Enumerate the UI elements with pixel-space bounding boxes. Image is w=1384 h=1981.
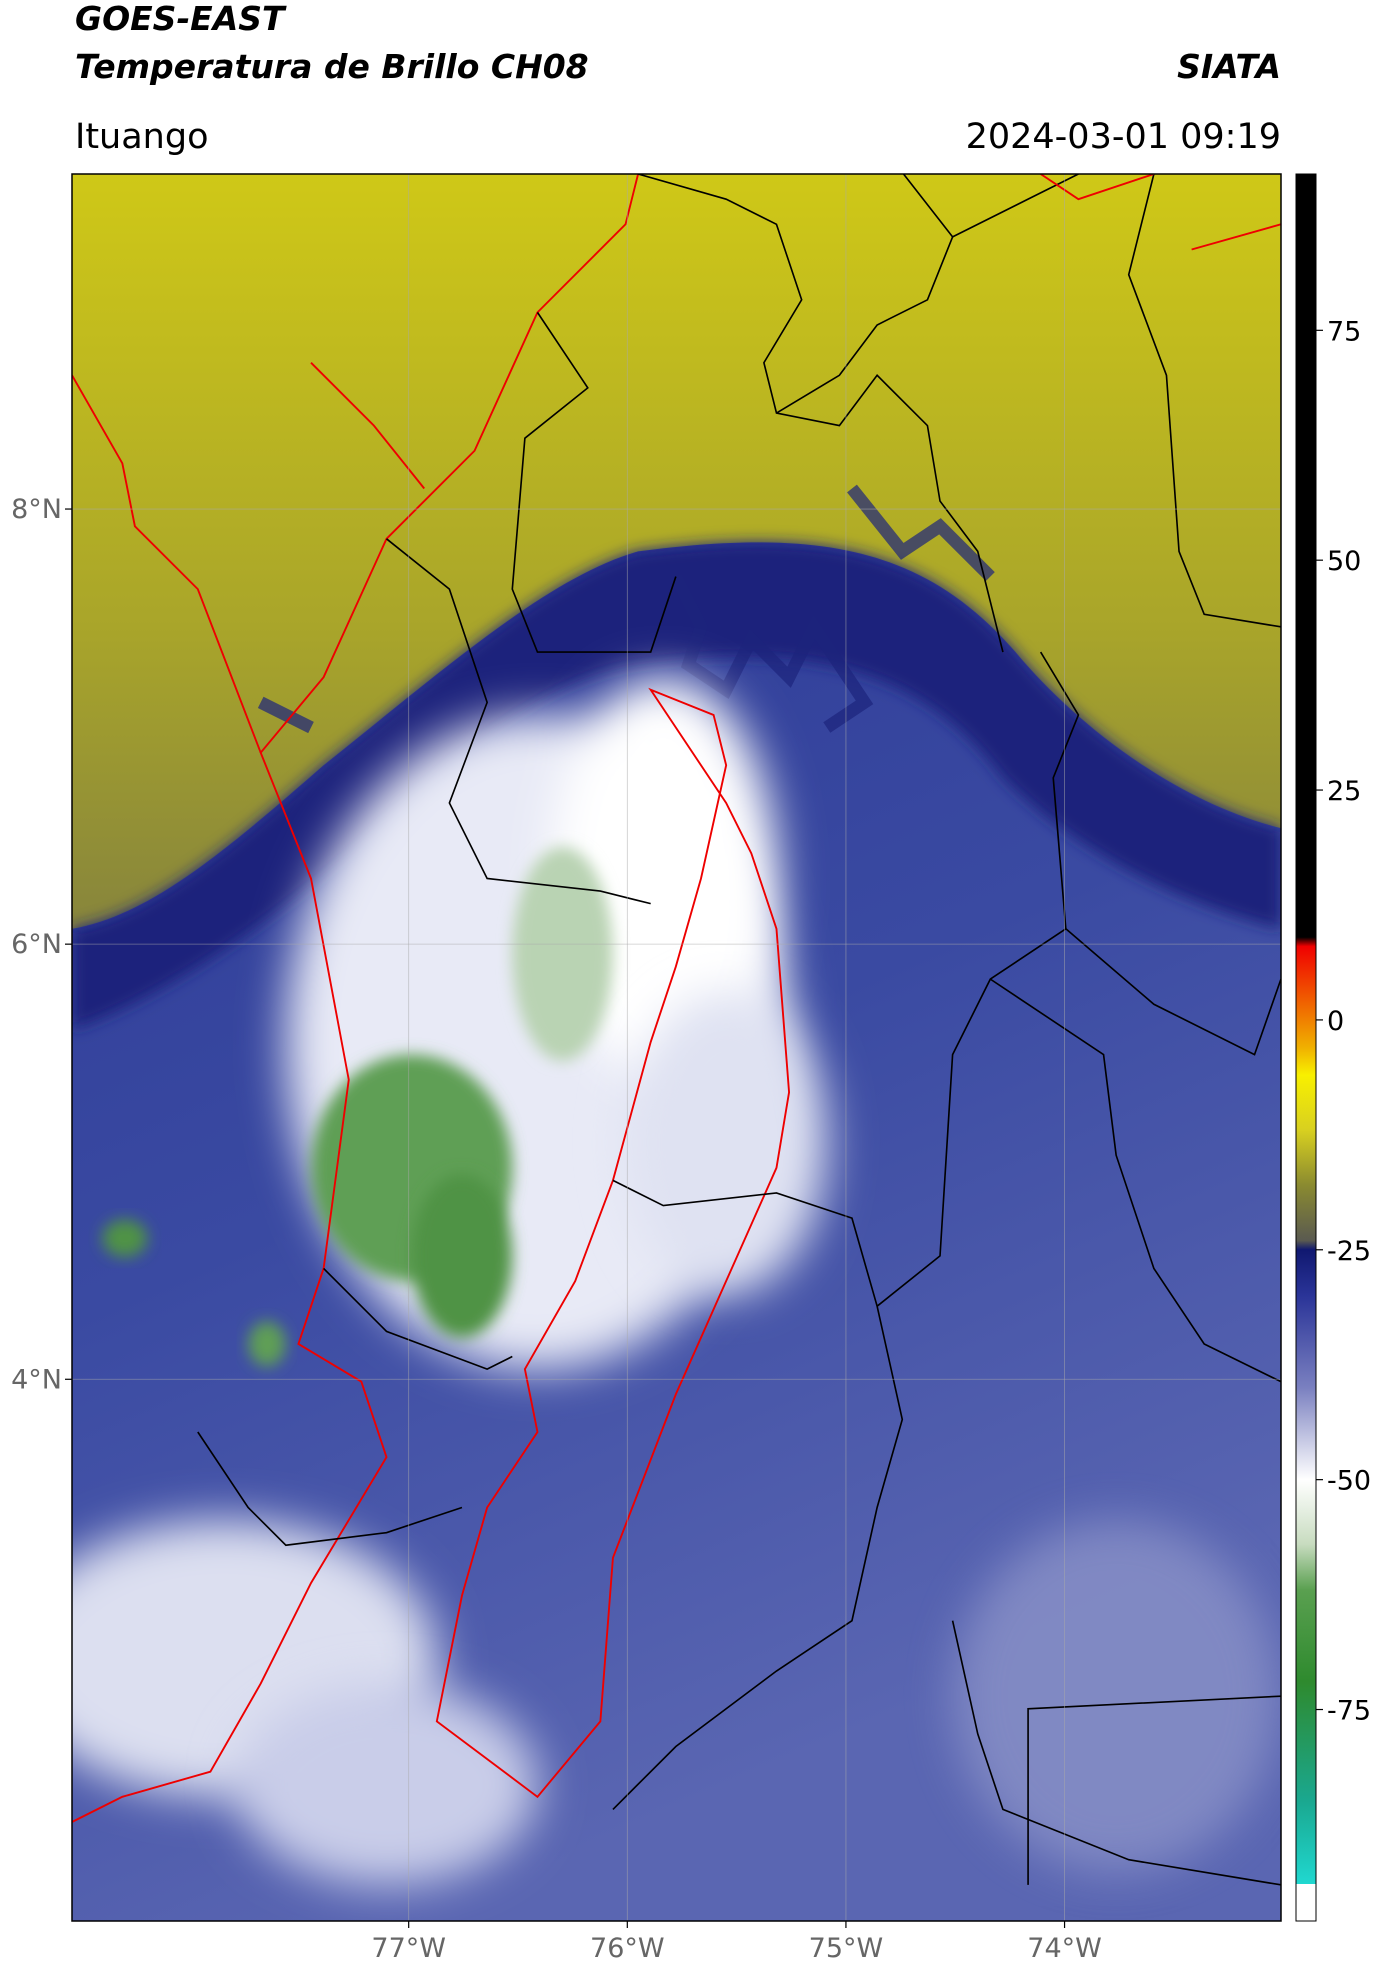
- brand: SIATA: [1177, 47, 1281, 86]
- colorbar-tick-label: -50: [1327, 1466, 1371, 1497]
- lat-tick-label: 8°N: [11, 494, 62, 525]
- lon-tick-label: 76°W: [590, 1933, 665, 1964]
- lat-tick-label: 4°N: [11, 1364, 62, 1395]
- lon-tick-label: 77°W: [371, 1933, 446, 1964]
- colorbar-tick-label: 25: [1327, 776, 1361, 807]
- colorbar-tick-label: 0: [1327, 1006, 1344, 1037]
- colorbar-tick-label: 75: [1327, 316, 1361, 347]
- satellite-image: [72, 174, 1281, 1922]
- lon-tick-label: 74°W: [1027, 1933, 1102, 1964]
- lat-tick-label: 6°N: [11, 929, 62, 960]
- datetime: 2024-03-01 09:19: [966, 117, 1281, 157]
- map-frame: [71, 173, 1282, 1922]
- location: Ituango: [75, 117, 209, 157]
- colorbar-tick-label: -25: [1327, 1236, 1371, 1267]
- colorbar-tick-label: 50: [1327, 546, 1361, 577]
- lon-tick-label: 75°W: [809, 1933, 884, 1964]
- colorbar-tick-label: -75: [1327, 1696, 1371, 1727]
- grid: [72, 174, 1281, 1921]
- colorbar: [1295, 173, 1317, 1922]
- title: GOES-EAST: [75, 0, 287, 38]
- subtitle: Temperatura de Brillo CH08: [75, 47, 589, 86]
